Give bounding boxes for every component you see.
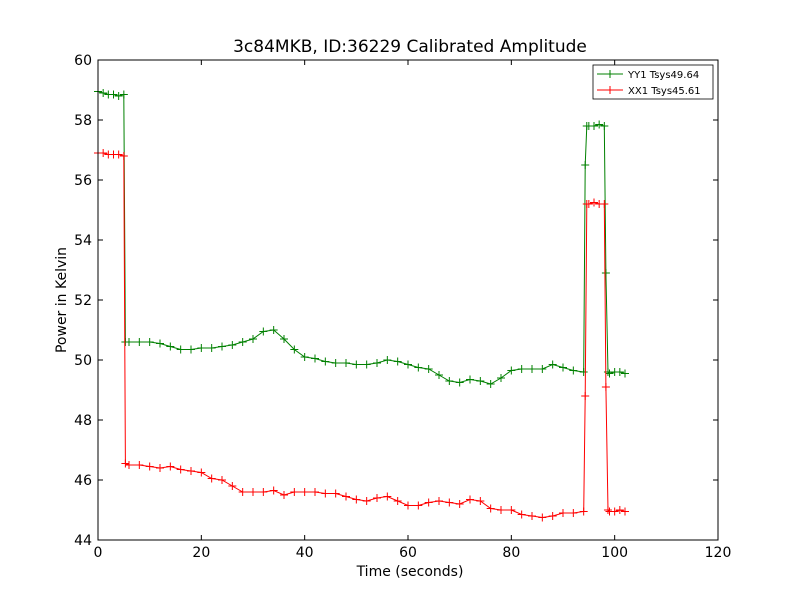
legend: YY1 Tsys49.64 XX1 Tsys45.61 [592,64,714,100]
x-tick-label: 80 [502,545,520,561]
y-tick-label: 48 [74,413,92,429]
x-tick-label: 20 [192,545,210,561]
y-tick-label: 56 [74,173,92,189]
series-line [98,152,626,519]
y-tick-label: 46 [74,473,92,489]
legend-label: YY1 Tsys49.64 [627,70,699,81]
x-tick-label: 60 [399,545,417,561]
y-tick-label: 60 [74,53,92,69]
legend-item: YY1 Tsys49.64 [597,70,699,81]
x-axis-label: Time (seconds) [356,564,464,580]
y-tick-label: 50 [74,353,92,369]
y-tick-label: 54 [74,233,92,249]
y-tick-label: 58 [74,113,92,129]
chart-title: 3c84MKB, ID:36229 Calibrated Amplitude [233,37,587,57]
legend-box [592,64,714,100]
series-1 [94,149,629,522]
y-tick-label: 44 [74,533,92,549]
series-line [97,91,626,385]
legend-item: XX1 Tsys45.61 [597,86,701,97]
plot-area [98,60,718,540]
x-tick-label: 100 [601,545,628,561]
series-0 [94,87,629,388]
ticks-layer: 0 20 40 60 80 100 120 44 46 48 50 52 54 56 58 60 [74,53,731,561]
x-tick-label: 0 [94,545,103,561]
y-tick-label: 52 [74,293,92,309]
legend-label: XX1 Tsys45.61 [628,86,701,97]
x-tick-label: 40 [296,545,314,561]
y-axis-label: Power in Kelvin [54,247,70,353]
x-tick-label: 120 [705,545,732,561]
series-layer [94,87,629,522]
